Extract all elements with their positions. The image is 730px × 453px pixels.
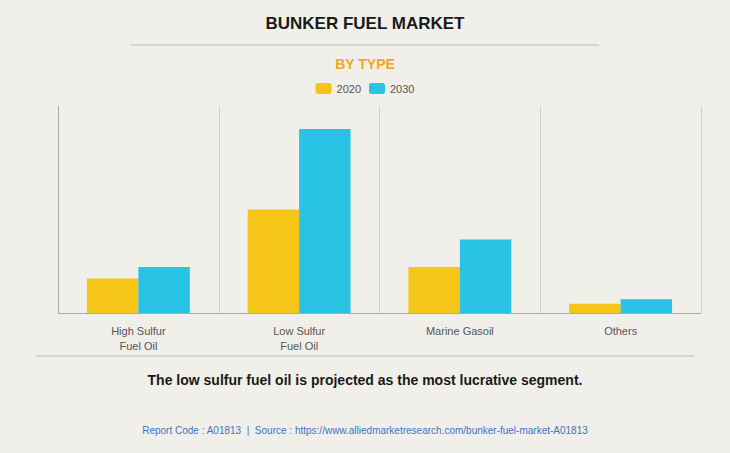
svg-text:BY TYPE: BY TYPE <box>335 56 395 72</box>
svg-text:Fuel Oil: Fuel Oil <box>280 340 318 352</box>
svg-text:Marine Gasoil: Marine Gasoil <box>426 325 494 337</box>
svg-text:The low sulfur fuel oil is pro: The low sulfur fuel oil is projected as … <box>148 372 583 388</box>
svg-text:Report Code : A01813 | Sourc: Report Code : A01813 | Source : https://… <box>142 425 588 436</box>
svg-text:Fuel Oil: Fuel Oil <box>119 340 157 352</box>
svg-text:2030: 2030 <box>390 83 414 95</box>
svg-text:BUNKER FUEL MARKET: BUNKER FUEL MARKET <box>266 14 466 33</box>
svg-text:High Sulfur: High Sulfur <box>111 325 166 337</box>
svg-text:2020: 2020 <box>337 83 361 95</box>
svg-text:Low Sulfur: Low Sulfur <box>273 325 325 337</box>
svg-text:Others: Others <box>604 325 638 337</box>
